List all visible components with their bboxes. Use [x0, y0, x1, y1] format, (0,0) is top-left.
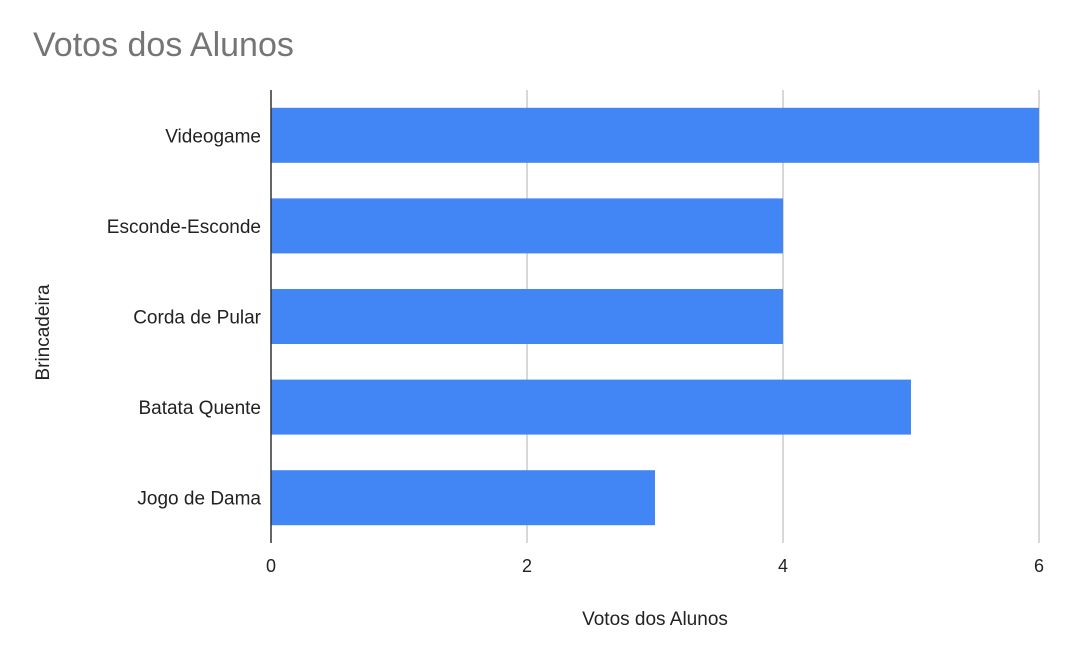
x-tick-label-4: 4 [778, 556, 788, 576]
category-label: Esconde-Esconde [107, 217, 261, 238]
bar-videogame [271, 107, 1039, 163]
bar-corda-de-pular [271, 289, 783, 344]
bar-esconde-esconde [271, 198, 783, 254]
bars [271, 107, 1039, 526]
category-label: Corda de Pular [133, 308, 261, 329]
category-labels: Videogame Esconde-Esconde Corda de Pular Ba… [107, 126, 262, 509]
y-axis-title: Brincadeira [33, 284, 54, 381]
x-tick-label-0: 0 [266, 556, 276, 576]
x-tick-label-2: 2 [522, 556, 532, 576]
x-tick-labels: 0 2 4 6 [266, 556, 1044, 576]
category-label: Jogo de Dama [137, 489, 261, 510]
bar-jogo-de-dama [271, 470, 655, 526]
bar-batata-quente [271, 379, 911, 435]
category-label: Batata Quente [138, 398, 261, 419]
chart-title: Votos dos Alunos [33, 26, 294, 64]
x-tick-label-6: 6 [1034, 556, 1044, 576]
category-label: Videogame [165, 126, 261, 147]
x-axis-title: Votos dos Alunos [582, 609, 728, 630]
